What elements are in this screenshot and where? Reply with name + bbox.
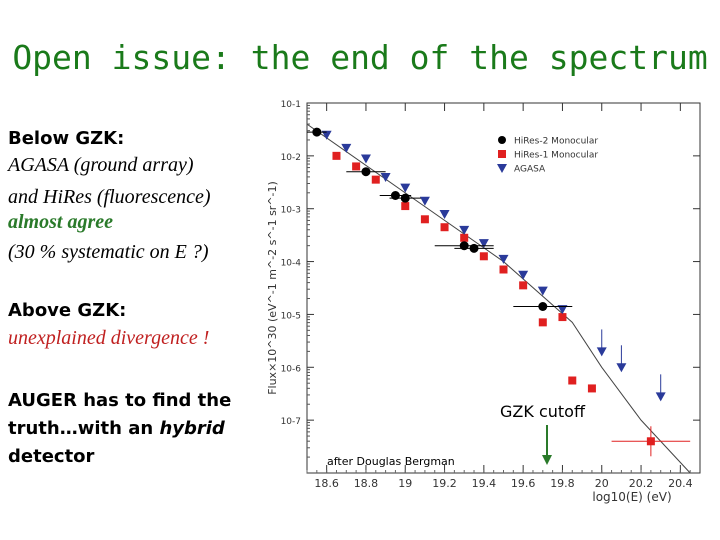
x-tick-label: 19 bbox=[398, 477, 412, 490]
y-tick-label: 10-3 bbox=[281, 206, 301, 216]
auger-line-1: AUGER has to find the bbox=[8, 390, 232, 411]
legend-label: AGASA bbox=[514, 165, 546, 175]
gzk-cutoff-label: GZK cutoff bbox=[500, 402, 586, 421]
below-line-systematic: (30 % systematic on E ?) bbox=[8, 241, 209, 263]
hires1-point bbox=[332, 151, 341, 160]
agasa-point bbox=[380, 173, 391, 182]
hires1-point bbox=[420, 215, 429, 224]
hires1-point bbox=[352, 162, 361, 171]
agasa-point bbox=[341, 143, 352, 153]
y-tick-label: 10-2 bbox=[281, 153, 301, 163]
credit-label: after Douglas Bergman bbox=[327, 455, 455, 468]
hires2-point bbox=[400, 193, 410, 203]
y-tick-label: 10-7 bbox=[281, 417, 301, 427]
auger-line-2: truth…with an hybrid bbox=[8, 416, 225, 442]
hires1-point bbox=[479, 252, 488, 261]
slide-title: Open issue: the end of the spectrum bbox=[12, 38, 708, 77]
x-tick-label: 19.8 bbox=[550, 477, 575, 490]
auger-line-2a: truth…with an bbox=[8, 418, 160, 439]
fit-line bbox=[306, 123, 691, 474]
x-tick-label: 18.6 bbox=[314, 477, 339, 490]
x-tick-label: 18.8 bbox=[354, 477, 379, 490]
hires1-point bbox=[519, 281, 528, 290]
hires2-point bbox=[459, 241, 469, 251]
below-gzk-heading: Below GZK: bbox=[8, 128, 125, 149]
agasa-point bbox=[321, 130, 332, 140]
agasa-point bbox=[596, 347, 607, 357]
legend-label: HiRes-1 Monocular bbox=[514, 151, 598, 161]
agasa-point bbox=[419, 196, 430, 206]
agasa-point bbox=[400, 183, 411, 193]
agasa-point bbox=[518, 270, 529, 280]
x-tick-label: 20.2 bbox=[629, 477, 654, 490]
hires1-point bbox=[371, 175, 380, 184]
y-tick-label: 10-4 bbox=[281, 259, 302, 269]
y-tick-label: 10-5 bbox=[281, 311, 301, 321]
hires1-point bbox=[440, 223, 449, 232]
hires1-point bbox=[587, 384, 596, 393]
above-line-divergence: unexplained divergence ! bbox=[8, 327, 210, 349]
below-line-agree: almost agree bbox=[8, 211, 113, 233]
legend-marker-hires2 bbox=[498, 136, 506, 144]
agasa-point bbox=[616, 363, 627, 373]
hires2-point bbox=[469, 243, 479, 253]
agasa-point bbox=[498, 254, 509, 264]
legend-marker-hires1 bbox=[498, 150, 506, 158]
auger-hybrid-word: hybrid bbox=[159, 418, 225, 439]
legend-label: HiRes-2 Monocular bbox=[514, 137, 598, 147]
flux-spectrum-chart: 10-1 10-2 10-3 10-4 10-5 10-6 10-7 18.6 18.8 19 19… bbox=[266, 100, 701, 504]
above-gzk-heading: Above GZK: bbox=[8, 300, 127, 321]
agasa-point bbox=[655, 392, 666, 402]
hires1-point bbox=[646, 437, 655, 446]
hires1-point bbox=[401, 202, 410, 211]
hires1-point bbox=[568, 376, 577, 385]
x-tick-label: 19.2 bbox=[432, 477, 457, 490]
auger-line-3: detector bbox=[8, 446, 95, 467]
agasa-point bbox=[537, 286, 548, 296]
gzk-arrow-head-icon bbox=[542, 455, 552, 465]
y-axis-label: Flux×10^30 (eV^-1 m^-2 s^-1 sr^-1) bbox=[266, 181, 279, 395]
hires1-point bbox=[558, 313, 567, 322]
hires2-point bbox=[538, 302, 548, 311]
hires1-point bbox=[499, 265, 508, 274]
x-tick-label: 20 bbox=[595, 477, 609, 490]
hires2-point bbox=[361, 167, 371, 177]
x-tick-label: 20.4 bbox=[668, 477, 693, 490]
x-tick-label: 19.6 bbox=[511, 477, 536, 490]
y-tick-label: 10-1 bbox=[281, 100, 301, 110]
agasa-point bbox=[557, 305, 568, 315]
agasa-point bbox=[478, 239, 489, 249]
below-line-hires: and HiRes (fluorescence) bbox=[8, 186, 211, 208]
y-tick-label: 10-6 bbox=[281, 364, 302, 374]
hires1-point bbox=[538, 318, 547, 327]
hires2-point bbox=[390, 191, 400, 200]
hires1-point bbox=[460, 233, 469, 242]
agasa-point bbox=[459, 225, 470, 235]
x-axis-label: log10(E) (eV) bbox=[592, 490, 671, 504]
legend-marker-agasa bbox=[497, 164, 507, 173]
agasa-point bbox=[360, 154, 371, 164]
x-tick-label: 19.4 bbox=[472, 477, 497, 490]
agasa-point bbox=[439, 210, 450, 219]
hires2-point bbox=[312, 127, 322, 137]
below-line-agasa: AGASA (ground array) bbox=[8, 154, 194, 176]
